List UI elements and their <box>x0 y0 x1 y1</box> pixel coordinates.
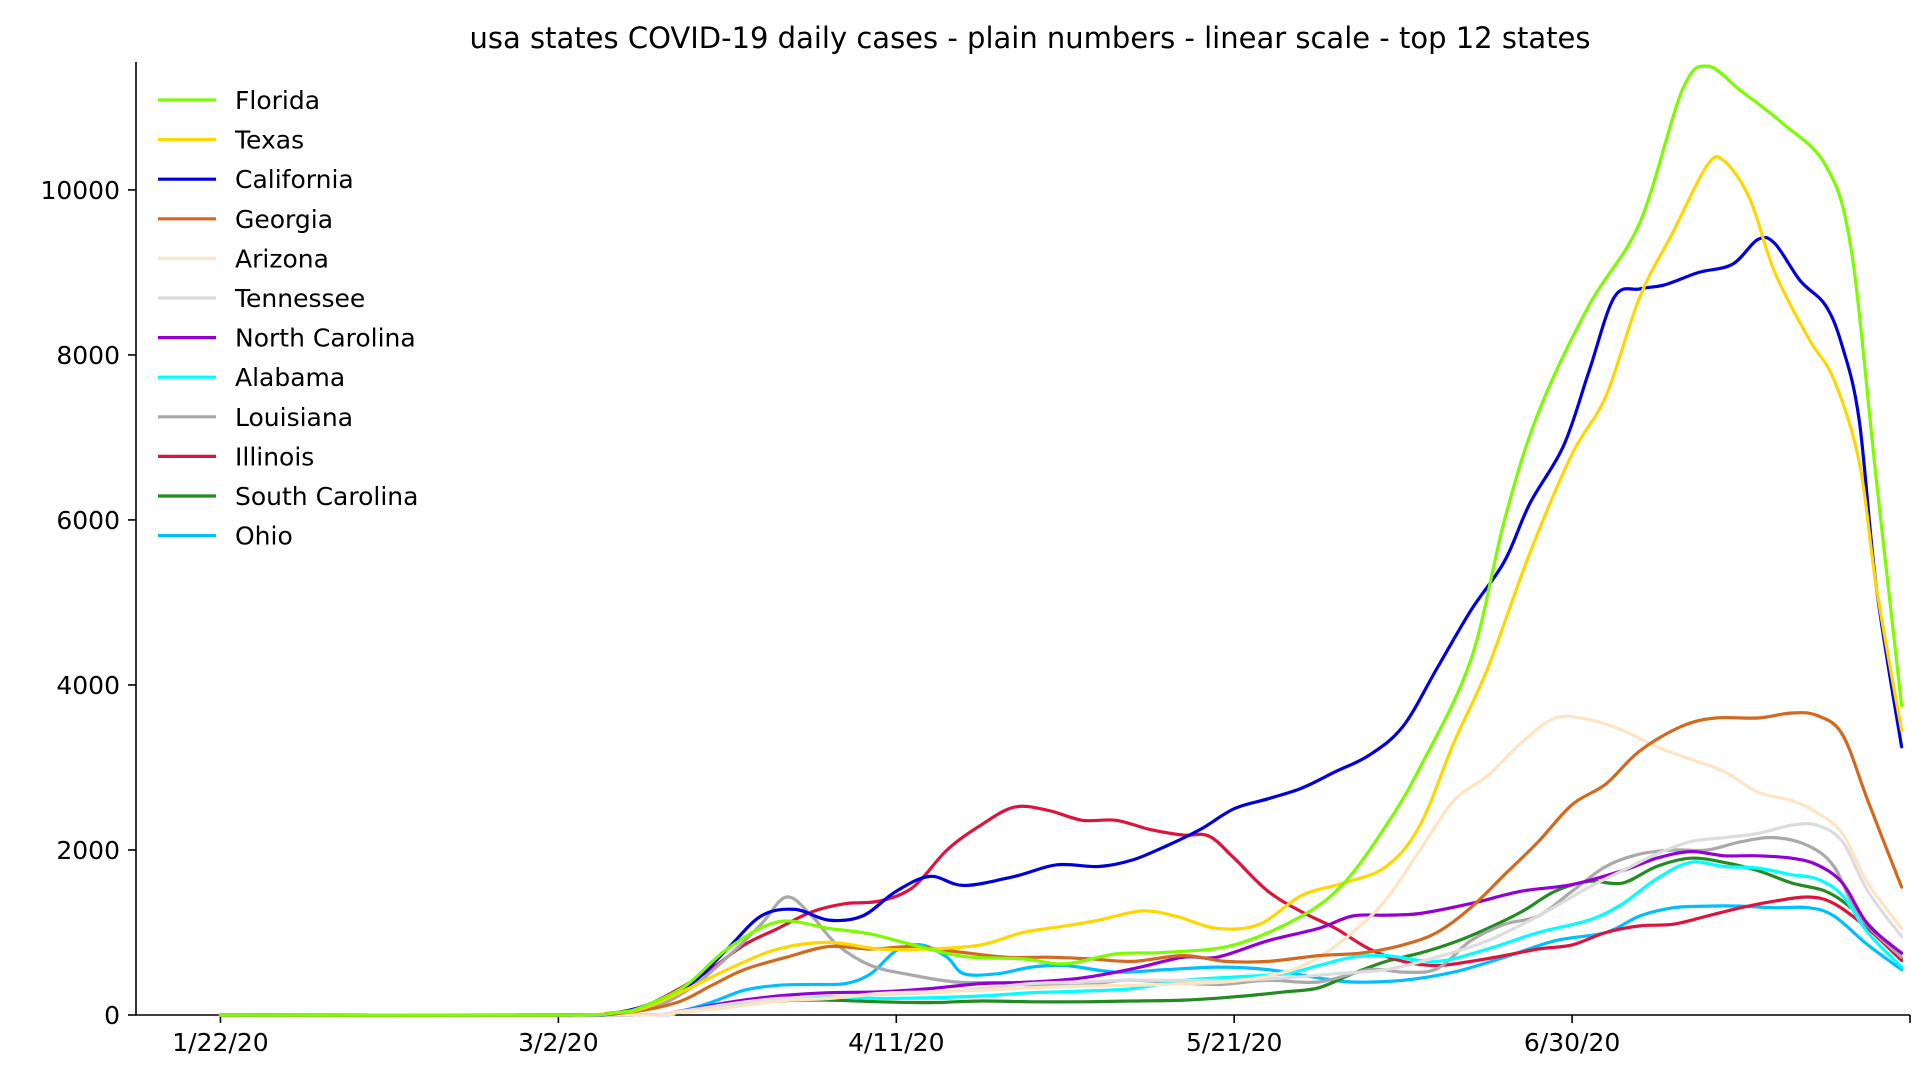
series-line-ohio <box>218 904 1904 1017</box>
y-tick-label: 6000 <box>56 506 120 535</box>
legend-label-tennessee: Tennessee <box>234 284 365 313</box>
y-tick-label: 0 <box>104 1001 120 1030</box>
series-line-arizona <box>218 714 1904 1017</box>
legend-label-arizona: Arizona <box>235 244 329 273</box>
legend-label-georgia: Georgia <box>235 205 333 234</box>
y-tick-label: 4000 <box>56 671 120 700</box>
axis-ticks: 0 2000 4000 6000 8000 10000 1/22/20 3/2/20 4/11/… <box>40 176 1911 1057</box>
series-line-tennessee <box>218 822 1904 1017</box>
y-tick-label: 10000 <box>40 176 120 205</box>
x-tick-label: 5/21/20 <box>1186 1028 1282 1057</box>
chart-title: usa states COVID-19 daily cases - plain … <box>470 21 1591 55</box>
series-line-california <box>218 235 1904 1017</box>
legend-label-ohio: Ohio <box>235 522 293 551</box>
series-lines <box>218 64 1904 1017</box>
series-line-florida <box>218 64 1904 1017</box>
legend: Florida Texas California Georgia Arizona Tenn… <box>158 86 418 551</box>
y-tick-label: 8000 <box>56 341 120 370</box>
legend-label-south-carolina: South Carolina <box>235 482 418 511</box>
x-tick-label: 3/2/20 <box>518 1028 598 1057</box>
x-tick-label: 1/22/20 <box>172 1028 268 1057</box>
legend-label-alabama: Alabama <box>235 363 345 392</box>
legend-label-louisiana: Louisiana <box>235 403 353 432</box>
legend-label-texas: Texas <box>234 126 304 155</box>
x-tick-label: 4/11/20 <box>848 1028 944 1057</box>
x-tick-label: 6/30/20 <box>1524 1028 1620 1057</box>
legend-label-north-carolina: North Carolina <box>235 324 416 353</box>
y-tick-label: 2000 <box>56 836 120 865</box>
series-line-georgia <box>218 711 1904 1017</box>
series-line-texas <box>218 155 1904 1017</box>
legend-label-illinois: Illinois <box>235 442 314 471</box>
legend-label-florida: Florida <box>235 86 320 115</box>
series-line-north-carolina <box>218 849 1904 1017</box>
legend-label-california: California <box>235 165 354 194</box>
